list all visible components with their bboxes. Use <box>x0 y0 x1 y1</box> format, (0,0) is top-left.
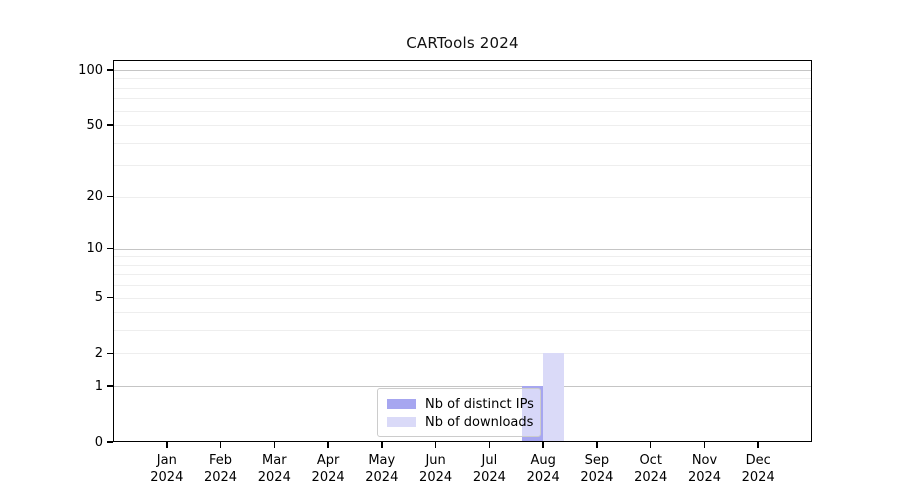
gridline-minor <box>114 98 811 100</box>
y-tick-label: 0 <box>94 434 103 450</box>
x-tick-month: Oct <box>639 453 662 468</box>
x-tick-mark <box>488 442 491 448</box>
y-tick-label: 20 <box>86 189 103 205</box>
gridline-minor <box>114 274 811 276</box>
x-tick-year: 2024 <box>203 470 238 485</box>
x-tick-year: 2024 <box>365 470 399 485</box>
gridline-minor <box>114 125 811 127</box>
x-tick-label: Apr 2024 <box>288 452 368 486</box>
gridline-minor <box>114 330 811 332</box>
x-tick-month: Sep <box>584 453 610 468</box>
gridline-major <box>114 386 811 388</box>
y-tick-mark <box>107 124 113 126</box>
x-tick-mark <box>703 442 706 448</box>
x-tick-label: Nov 2024 <box>665 452 745 486</box>
x-tick-month: Apr <box>316 453 340 468</box>
y-tick-mark <box>107 195 113 198</box>
x-tick-label: Jun 2024 <box>396 452 476 486</box>
x-tick-year: 2024 <box>311 470 345 485</box>
legend-swatch-downloads <box>387 417 416 427</box>
x-tick-mark <box>166 442 168 448</box>
gridline-minor <box>114 312 811 314</box>
y-tick-mark <box>107 352 113 355</box>
legend-label-distinct-ips: Nb of distinct IPs <box>425 396 534 412</box>
legend-entry-distinct-ips: Nb of distinct IPs <box>387 395 534 413</box>
y-tick-label: 2 <box>94 345 103 361</box>
x-tick-year: 2024 <box>741 470 775 485</box>
x-tick-year: 2024 <box>472 470 506 485</box>
gridline-minor <box>114 297 811 299</box>
x-tick-label: Sep 2024 <box>557 452 637 486</box>
x-tick-year: 2024 <box>634 470 668 485</box>
y-tick-mark <box>107 247 113 250</box>
y-tick-mark <box>107 69 113 71</box>
y-tick-mark <box>107 296 113 299</box>
legend-swatch-distinct-ips <box>387 399 416 409</box>
gridline-minor <box>114 285 811 287</box>
x-tick-label: Jan 2024 <box>127 452 207 486</box>
x-tick-mark <box>596 442 598 448</box>
y-tick-mark <box>107 385 113 387</box>
x-tick-label: Feb 2024 <box>181 452 261 486</box>
x-tick-label: Mar 2024 <box>234 452 314 486</box>
gridline-major <box>114 248 811 250</box>
x-tick-mark <box>542 442 544 448</box>
x-tick-month: Jul <box>481 453 498 468</box>
gridline-minor <box>114 264 811 266</box>
gridline-minor <box>114 196 811 198</box>
y-tick-label: 10 <box>86 241 103 257</box>
plot-frame <box>113 60 812 442</box>
x-tick-mark <box>381 442 383 448</box>
x-tick-month: Jun <box>425 453 446 468</box>
legend-entry-downloads: Nb of downloads <box>387 413 534 431</box>
x-tick-label: Jul 2024 <box>449 452 529 486</box>
x-tick-mark <box>434 442 437 448</box>
x-tick-label: Dec 2024 <box>718 452 798 486</box>
x-tick-year: 2024 <box>687 470 722 485</box>
y-tick-label: 1 <box>94 378 103 394</box>
x-tick-month: Feb <box>208 453 233 468</box>
gridline-minor <box>114 142 811 144</box>
x-tick-month: Jan <box>156 453 177 468</box>
gridline-minor <box>114 353 811 355</box>
x-tick-month: Dec <box>745 453 771 468</box>
x-tick-mark <box>649 442 652 448</box>
chart-title: CARTools 2024 <box>406 34 519 52</box>
x-tick-year: 2024 <box>257 470 291 485</box>
gridline-minor <box>114 87 811 89</box>
legend: Nb of distinct IPs Nb of downloads <box>377 388 541 437</box>
gridline-minor <box>114 256 811 258</box>
x-tick-label: Oct 2024 <box>611 452 691 486</box>
x-tick-label: May 2024 <box>342 452 422 486</box>
y-tick-mark <box>107 441 113 443</box>
x-tick-mark <box>219 442 222 448</box>
gridline-major <box>114 70 811 71</box>
x-tick-mark <box>273 442 276 448</box>
bar-downloads <box>543 353 565 442</box>
y-tick-label: 100 <box>78 62 103 78</box>
x-tick-month: Mar <box>262 453 287 468</box>
x-tick-month: Aug <box>530 453 556 468</box>
x-tick-year: 2024 <box>580 470 614 485</box>
y-tick-label: 50 <box>86 117 103 133</box>
x-tick-month: Nov <box>691 453 718 468</box>
x-tick-year: 2024 <box>419 470 453 485</box>
gridline-minor <box>114 165 811 167</box>
legend-label-downloads: Nb of downloads <box>425 414 534 430</box>
gridline-minor <box>114 78 811 80</box>
x-tick-mark <box>327 442 329 448</box>
x-tick-month: May <box>368 453 396 468</box>
y-tick-label: 5 <box>94 290 103 306</box>
x-tick-year: 2024 <box>150 470 184 485</box>
gridline-minor <box>114 110 811 112</box>
x-tick-mark <box>757 442 759 448</box>
x-tick-year: 2024 <box>526 470 560 485</box>
x-tick-label: Aug 2024 <box>503 452 583 486</box>
